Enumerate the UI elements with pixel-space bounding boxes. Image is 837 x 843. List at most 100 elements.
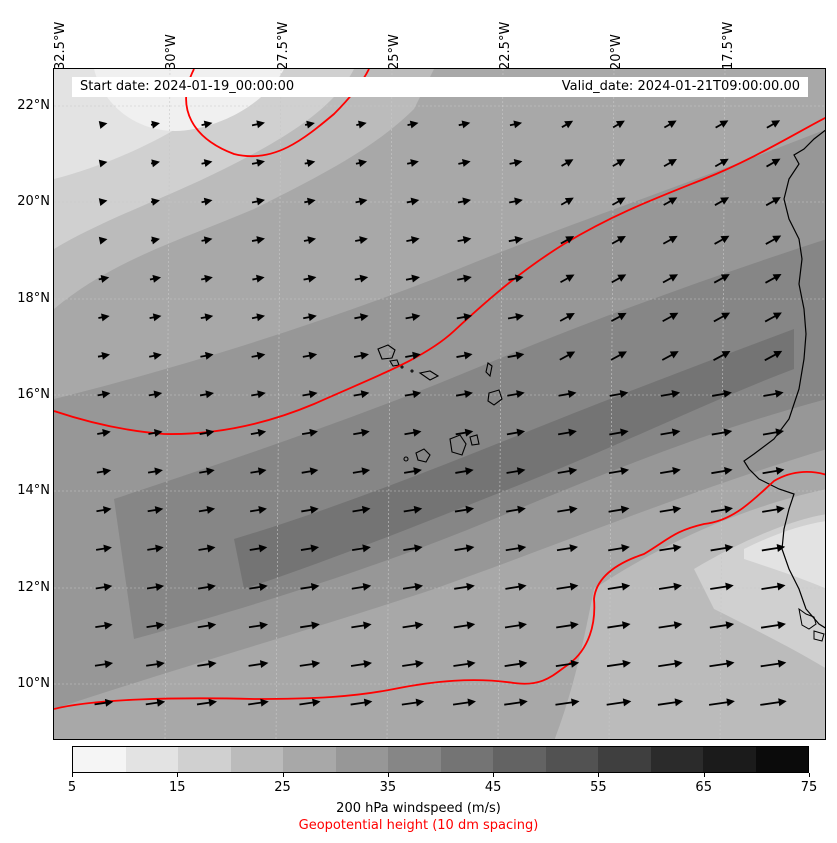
wind-arrow xyxy=(454,544,475,553)
lon-label-27-5w: 27.5°W xyxy=(276,21,291,70)
colorbar-tick-label: 55 xyxy=(590,780,607,795)
wind-arrow xyxy=(504,698,528,707)
wind-arrow xyxy=(507,390,525,398)
wind-arrow xyxy=(608,505,630,514)
colorbar-tickmark xyxy=(809,773,810,777)
colorbar-label: 200 hPa windspeed (m/s) xyxy=(336,801,501,816)
wind-arrow xyxy=(764,312,782,323)
wind-arrow xyxy=(402,582,424,591)
colorbar-tickmark xyxy=(493,773,495,777)
wind-arrow xyxy=(201,274,213,283)
wind-arrow xyxy=(658,582,682,591)
colorbar-tick-label: 25 xyxy=(274,780,291,795)
wind-arrow xyxy=(351,621,372,630)
lat-label-20n: 20°N xyxy=(17,194,50,209)
wind-arrow xyxy=(147,467,163,476)
colorbar-tickmark xyxy=(72,773,73,777)
wind-arrow xyxy=(561,159,574,167)
wind-arrow xyxy=(249,544,268,553)
wind-arrow xyxy=(248,621,269,630)
wind-arrow xyxy=(508,236,524,244)
wind-arrow xyxy=(454,505,475,514)
wind-arrow xyxy=(713,312,731,323)
wind-arrow xyxy=(608,467,630,475)
wind-arrow xyxy=(303,274,317,283)
wind-arrow xyxy=(406,159,419,167)
wind-arrow xyxy=(709,659,735,668)
wind-arrow xyxy=(509,120,523,129)
wind-arrow xyxy=(504,621,527,630)
colorbar-segment xyxy=(283,747,336,772)
wind-arrow xyxy=(302,351,318,360)
wind-arrow xyxy=(714,158,729,168)
africa-coastline xyxy=(743,129,825,629)
wind-arrow xyxy=(458,120,471,129)
colorbar-tickmark xyxy=(177,773,179,777)
lon-label-20w: 20°W xyxy=(609,34,624,70)
contour-jet xyxy=(54,117,825,435)
wind-arrow xyxy=(505,544,527,553)
wind-arrow xyxy=(457,197,472,206)
info-bar: Start date: 2024-01-19_00:00:00 Valid_da… xyxy=(72,77,808,97)
wind-arrow xyxy=(509,197,523,206)
wind-arrow xyxy=(299,698,321,707)
wind-arrow xyxy=(661,351,679,361)
wind-arrow xyxy=(555,659,580,668)
wind-arrow xyxy=(98,159,108,168)
lat-label-14n: 14°N xyxy=(17,483,50,498)
wind-arrow xyxy=(761,544,786,552)
wind-arrow xyxy=(611,274,627,284)
wind-arrow xyxy=(557,467,578,476)
wind-arrow xyxy=(607,582,631,591)
colorbar-segment xyxy=(388,747,441,772)
wind-arrow xyxy=(199,390,214,399)
wind-arrow xyxy=(150,159,160,168)
colorbar-segment xyxy=(440,747,493,772)
wind-arrow xyxy=(198,583,216,592)
wind-arrow xyxy=(710,505,733,514)
wind-arrow xyxy=(199,467,215,476)
wind-arrow xyxy=(663,197,678,206)
lat-label-16n: 16°N xyxy=(17,387,50,402)
wind-arrow xyxy=(97,390,111,399)
graticule xyxy=(54,69,825,739)
wind-arrow xyxy=(353,390,370,399)
wind-arrow xyxy=(763,389,784,398)
wind-arrow xyxy=(559,313,575,322)
wind-arrow xyxy=(355,197,368,206)
wind-arrow xyxy=(353,428,370,437)
wind-arrow xyxy=(251,313,265,322)
wind-arrow xyxy=(506,467,526,476)
wind-arrow xyxy=(301,428,318,437)
windspeed-fill-jet-core xyxy=(234,329,794,589)
wind-arrow xyxy=(660,389,681,398)
wind-arrow xyxy=(98,198,108,206)
wind-arrow xyxy=(147,544,164,553)
wind-arrow xyxy=(508,274,524,283)
wind-arrow xyxy=(506,428,526,437)
wind-arrow xyxy=(555,698,580,707)
wind-arrow xyxy=(197,621,217,630)
lat-label-18n: 18°N xyxy=(17,291,50,306)
colorbar-segment xyxy=(493,747,546,772)
wind-arrow xyxy=(403,467,422,476)
wind-arrow xyxy=(715,120,729,129)
wind-arrow xyxy=(249,583,268,591)
wind-arrow xyxy=(250,428,267,437)
wind-arrow xyxy=(301,467,319,476)
wind-arrow xyxy=(355,159,368,167)
wind-arrow xyxy=(766,120,781,129)
valid-date: Valid_date: 2024-01-21T09:00:00.00 xyxy=(561,79,800,94)
wind-arrow xyxy=(249,505,267,514)
wind-arrow xyxy=(252,274,265,283)
wind-arrow xyxy=(302,390,318,399)
wind-arrow xyxy=(402,621,424,630)
wind-arrow xyxy=(766,158,781,168)
wind-arrow xyxy=(95,583,113,592)
wind-arrow xyxy=(251,197,265,206)
wind-arrow xyxy=(612,159,626,167)
wind-arrow xyxy=(713,274,730,284)
wind-arrow xyxy=(556,544,578,553)
wind-arrow xyxy=(147,506,164,514)
colorbar-tickmark xyxy=(703,773,705,777)
